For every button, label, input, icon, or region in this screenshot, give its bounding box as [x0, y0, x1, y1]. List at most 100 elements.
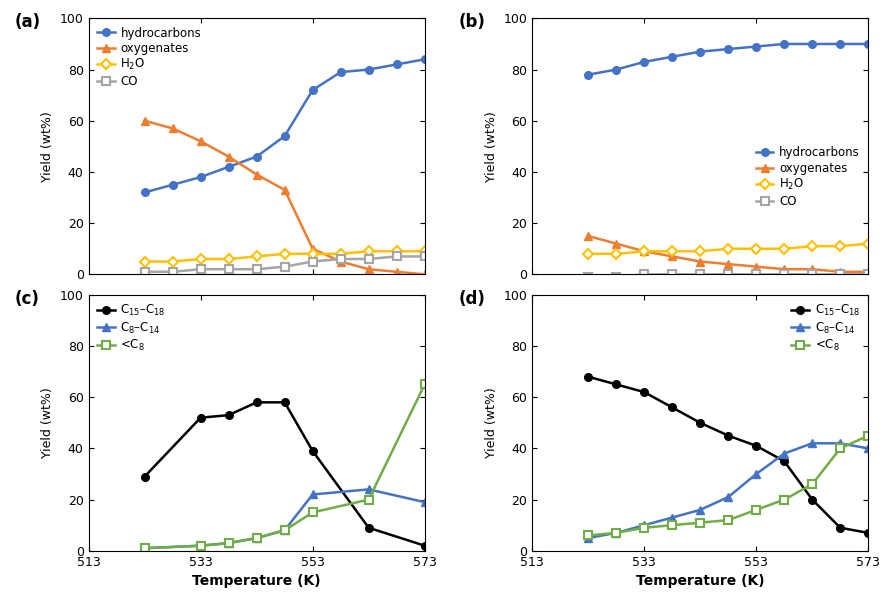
C$_8$–C$_{14}$	[279, 527, 290, 534]
Line: <C$_8$: <C$_8$	[141, 381, 429, 552]
Legend: C$_{15}$–C$_{18}$, C$_8$–C$_{14}$, <C$_8$: C$_{15}$–C$_{18}$, C$_8$–C$_{14}$, <C$_8…	[95, 300, 168, 356]
oxygenates	[307, 245, 318, 252]
oxygenates	[863, 268, 874, 275]
oxygenates	[223, 153, 234, 160]
Text: (b): (b)	[458, 13, 486, 31]
C$_8$–C$_{14}$	[667, 514, 678, 521]
hydrocarbons	[195, 173, 206, 181]
CO	[392, 253, 402, 260]
CO	[751, 271, 762, 278]
Line: H$_2$O: H$_2$O	[585, 240, 872, 258]
C$_8$–C$_{14}$	[779, 450, 789, 457]
hydrocarbons	[167, 181, 178, 188]
CO	[835, 271, 845, 278]
C$_{15}$–C$_{18}$	[279, 398, 290, 406]
<C$_8$	[363, 496, 374, 503]
oxygenates	[419, 271, 430, 278]
hydrocarbons	[279, 132, 290, 140]
C$_8$–C$_{14}$	[807, 439, 818, 447]
oxygenates	[335, 258, 346, 265]
<C$_8$	[195, 542, 206, 550]
C$_{15}$–C$_{18}$	[611, 381, 622, 388]
C$_8$–C$_{14}$	[195, 542, 206, 550]
X-axis label: Temperature (K): Temperature (K)	[636, 574, 765, 588]
C$_{15}$–C$_{18}$	[223, 411, 234, 419]
hydrocarbons	[835, 40, 845, 48]
Line: hydrocarbons: hydrocarbons	[141, 56, 429, 196]
H$_2$O	[335, 250, 346, 258]
Legend: hydrocarbons, oxygenates, H$_2$O, CO: hydrocarbons, oxygenates, H$_2$O, CO	[753, 144, 862, 210]
hydrocarbons	[392, 61, 402, 68]
C$_8$–C$_{14}$	[307, 491, 318, 498]
C$_8$–C$_{14}$	[223, 539, 234, 547]
Y-axis label: Yield (wt%): Yield (wt%)	[42, 111, 54, 182]
Line: <C$_8$: <C$_8$	[585, 432, 872, 539]
oxygenates	[611, 240, 622, 247]
hydrocarbons	[252, 153, 262, 160]
CO	[863, 271, 874, 278]
C$_{15}$–C$_{18}$	[667, 404, 678, 411]
Line: H$_2$O: H$_2$O	[141, 247, 429, 266]
CO	[695, 271, 705, 278]
C$_{15}$–C$_{18}$	[363, 524, 374, 531]
CO	[419, 253, 430, 260]
Line: oxygenates: oxygenates	[585, 232, 872, 275]
CO	[639, 271, 649, 278]
H$_2$O	[195, 255, 206, 263]
oxygenates	[779, 266, 789, 273]
C$_{15}$–C$_{18}$	[252, 398, 262, 406]
C$_8$–C$_{14}$	[611, 529, 622, 537]
CO	[252, 266, 262, 273]
C$_{15}$–C$_{18}$	[195, 414, 206, 421]
C$_8$–C$_{14}$	[723, 493, 734, 501]
hydrocarbons	[667, 53, 678, 61]
hydrocarbons	[363, 66, 374, 73]
oxygenates	[751, 263, 762, 271]
H$_2$O	[695, 248, 705, 255]
Line: C$_{15}$–C$_{18}$: C$_{15}$–C$_{18}$	[585, 373, 872, 537]
C$_8$–C$_{14}$	[419, 499, 430, 506]
Line: C$_8$–C$_{14}$: C$_8$–C$_{14}$	[585, 439, 872, 542]
C$_{15}$–C$_{18}$	[863, 529, 874, 537]
CO	[807, 271, 818, 278]
<C$_8$	[611, 529, 622, 537]
C$_8$–C$_{14}$	[363, 486, 374, 493]
<C$_8$	[419, 381, 430, 388]
Text: (d): (d)	[458, 289, 486, 308]
hydrocarbons	[611, 66, 622, 73]
Legend: C$_{15}$–C$_{18}$, C$_8$–C$_{14}$, <C$_8$: C$_{15}$–C$_{18}$, C$_8$–C$_{14}$, <C$_8…	[789, 300, 862, 356]
oxygenates	[835, 268, 845, 275]
hydrocarbons	[583, 71, 594, 78]
hydrocarbons	[863, 40, 874, 48]
CO	[611, 273, 622, 280]
CO	[723, 271, 734, 278]
hydrocarbons	[723, 45, 734, 53]
C$_8$–C$_{14}$	[863, 445, 874, 452]
oxygenates	[252, 171, 262, 178]
oxygenates	[723, 261, 734, 268]
C$_8$–C$_{14}$	[751, 471, 762, 478]
CO	[363, 255, 374, 263]
H$_2$O	[363, 248, 374, 255]
H$_2$O	[723, 245, 734, 252]
H$_2$O	[583, 250, 594, 258]
Y-axis label: Yield (wt%): Yield (wt%)	[485, 111, 498, 182]
hydrocarbons	[139, 188, 150, 196]
hydrocarbons	[779, 40, 789, 48]
oxygenates	[667, 253, 678, 260]
C$_8$–C$_{14}$	[139, 545, 150, 552]
H$_2$O	[779, 245, 789, 252]
hydrocarbons	[639, 58, 649, 65]
C$_8$–C$_{14}$	[252, 534, 262, 542]
H$_2$O	[252, 253, 262, 260]
<C$_8$	[807, 480, 818, 488]
oxygenates	[195, 138, 206, 145]
C$_8$–C$_{14}$	[835, 439, 845, 447]
H$_2$O	[639, 248, 649, 255]
Line: C$_{15}$–C$_{18}$: C$_{15}$–C$_{18}$	[141, 398, 429, 550]
C$_{15}$–C$_{18}$	[139, 473, 150, 480]
CO	[139, 268, 150, 275]
oxygenates	[279, 186, 290, 193]
H$_2$O	[863, 240, 874, 247]
C$_{15}$–C$_{18}$	[695, 419, 705, 427]
